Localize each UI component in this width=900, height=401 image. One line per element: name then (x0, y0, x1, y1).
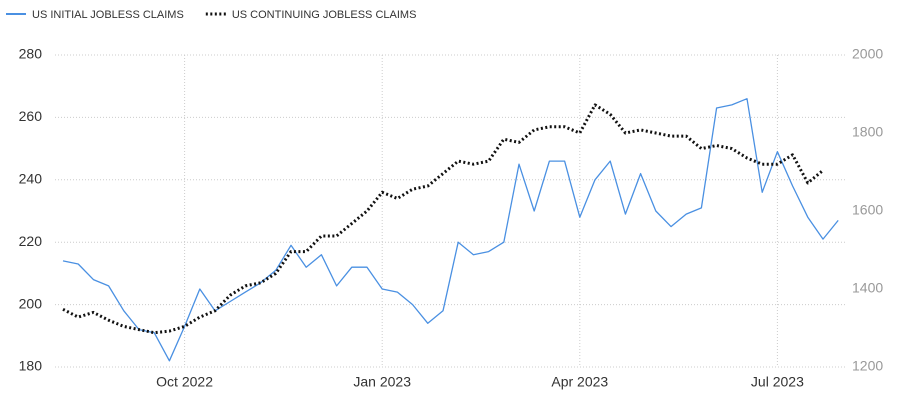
legend-label: US INITIAL JOBLESS CLAIMS (32, 9, 184, 21)
y-tick-label: 260 (19, 108, 43, 124)
y2-tick-label: 1800 (852, 124, 883, 140)
y2-tick-label: 1400 (852, 280, 883, 296)
legend-label: US CONTINUING JOBLESS CLAIMS (232, 9, 417, 21)
x-tick-label: Oct 2022 (156, 374, 213, 390)
legend: US INITIAL JOBLESS CLAIMS US CONTINUING J… (6, 9, 416, 21)
y2-tick-label: 2000 (852, 46, 883, 62)
x-tick-label: Apr 2023 (551, 374, 608, 390)
x-tick-label: Jul 2023 (751, 374, 804, 390)
y2-tick-label: 1200 (852, 358, 883, 374)
y-tick-label: 280 (19, 46, 43, 62)
line-series (62, 103, 824, 335)
y2-tick-label: 1600 (852, 202, 883, 218)
x-tick-label: Jan 2023 (353, 374, 411, 390)
line-series (62, 98, 839, 362)
y-tick-label: 240 (19, 171, 43, 187)
y-tick-label: 180 (19, 358, 43, 374)
y-tick-label: 200 (19, 295, 43, 311)
y-tick-label: 220 (19, 233, 43, 249)
right-axis: 1200 1400 1600 1800 2000 (852, 46, 883, 374)
